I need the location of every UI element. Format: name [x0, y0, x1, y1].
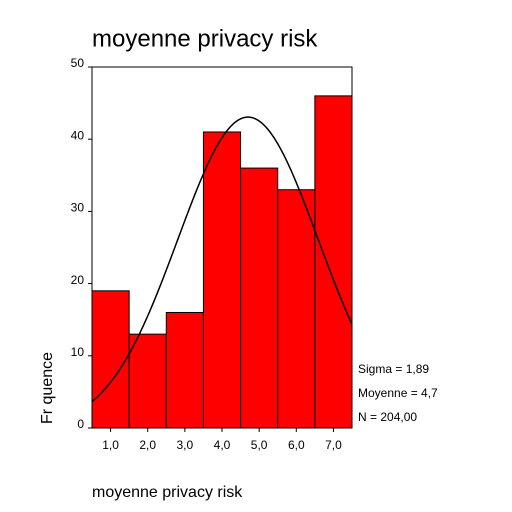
x-axis-label: moyenne privacy risk — [92, 484, 243, 501]
x-tick-label: 1,0 — [102, 438, 119, 452]
x-tick-label: 7,0 — [325, 438, 342, 452]
stat-label: N = 204,00 — [358, 410, 417, 424]
normal-curve — [92, 116, 352, 403]
y-axis-label: Fr quence — [39, 352, 56, 424]
bar — [165, 311, 204, 429]
stat-label: Sigma = 1,89 — [358, 362, 429, 376]
chart-title: moyenne privacy risk — [92, 25, 318, 52]
bar — [91, 290, 130, 429]
y-tick-label: 30 — [71, 201, 85, 215]
bar — [128, 333, 167, 429]
x-tick-label: 6,0 — [288, 438, 305, 452]
x-tick-label: 5,0 — [251, 438, 268, 452]
y-tick-label: 10 — [71, 345, 85, 359]
y-tick-label: 50 — [71, 56, 85, 70]
bar — [240, 167, 279, 429]
y-tick-label: 40 — [71, 128, 85, 142]
bar — [314, 95, 353, 429]
y-tick-label: 20 — [71, 273, 85, 287]
x-tick-label: 3,0 — [177, 438, 194, 452]
y-tick-label: 0 — [77, 417, 84, 431]
x-tick-label: 4,0 — [214, 438, 231, 452]
stat-label: Moyenne = 4,7 — [358, 386, 438, 400]
bar — [202, 131, 242, 429]
x-tick-label: 2,0 — [139, 438, 156, 452]
bars — [91, 95, 353, 429]
bar — [277, 189, 316, 429]
